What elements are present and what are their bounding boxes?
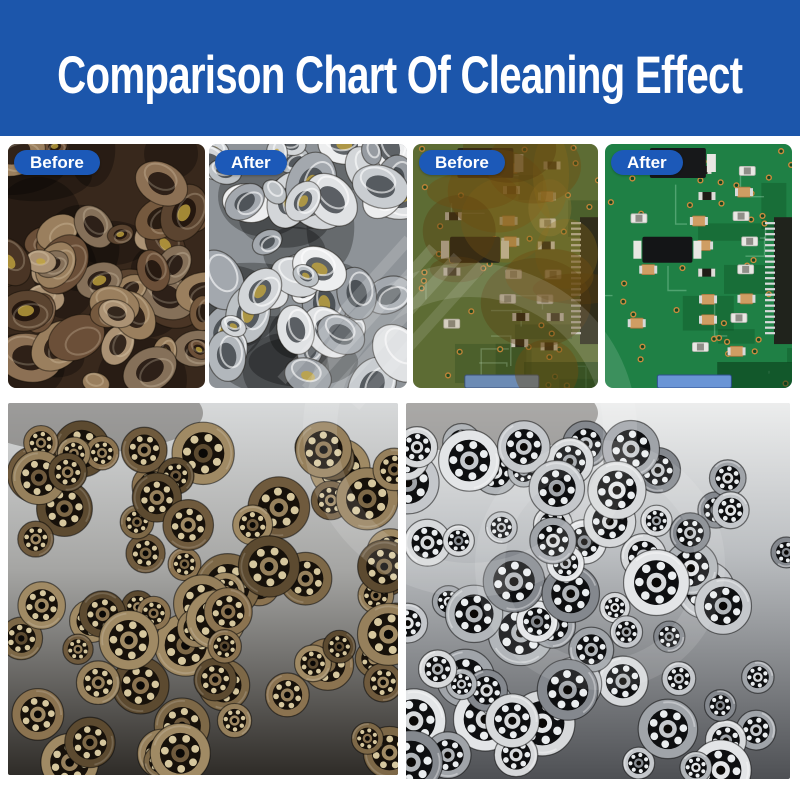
before-badge: Before [419,150,505,175]
clean-bearings-photo [406,403,790,779]
photo-bearings-before [8,403,398,775]
dirty-metal-parts-photo [8,144,205,388]
dirty-circuit-board-photo [413,144,598,388]
photo-metal-parts-after: After [209,144,407,388]
photo-circuit-board-after: After [605,144,792,388]
after-badge: After [611,150,683,175]
dirty-bearings-photo [8,403,398,775]
photo-circuit-board-before: Before [413,144,598,388]
poster-title: Comparison Chart Of Cleaning Effect [57,45,743,105]
title-banner: Comparison Chart Of Cleaning Effect [0,0,800,136]
before-badge: Before [14,150,100,175]
photo-bearings-after [406,403,790,779]
after-badge: After [215,150,287,175]
photo-metal-parts-before: Before [8,144,205,388]
clean-circuit-board-photo [605,144,792,388]
clean-metal-parts-photo [209,144,407,388]
